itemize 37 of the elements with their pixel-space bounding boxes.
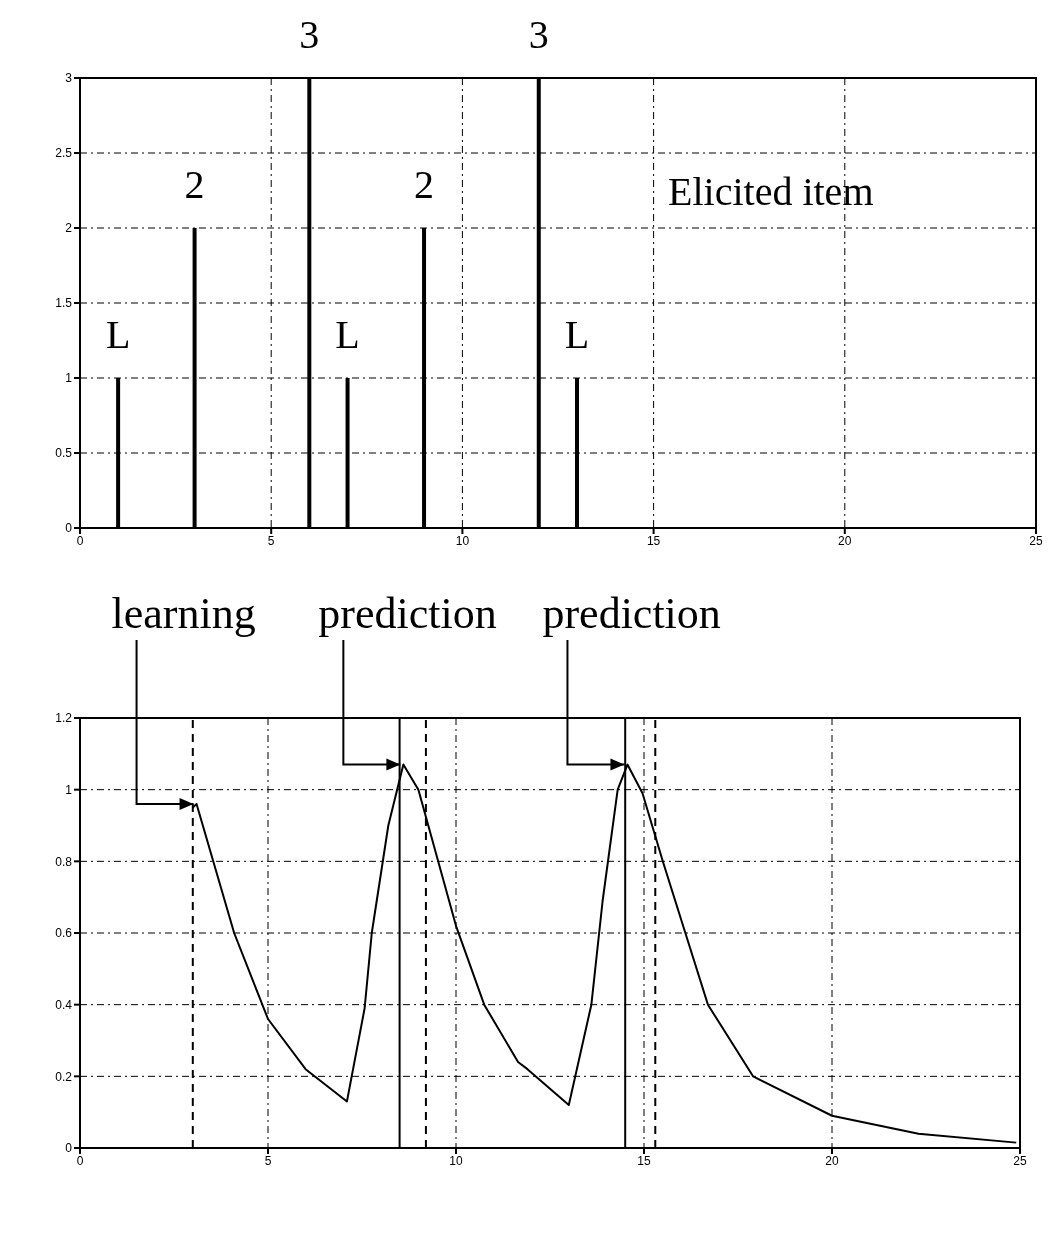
data-label: L [564, 312, 590, 357]
annotation: prediction [318, 589, 497, 638]
x-tick-label: 10 [449, 1153, 463, 1168]
x-tick-label: 15 [646, 533, 661, 548]
y-tick-label: 0.5 [55, 446, 73, 461]
y-tick-label: 0 [65, 1141, 73, 1156]
x-tick-label: 15 [637, 1153, 651, 1168]
y-tick-label: 2 [65, 221, 73, 236]
y-tick-label: 1.2 [55, 711, 73, 726]
x-tick-label: 20 [838, 533, 852, 548]
data-label: L [335, 312, 360, 357]
y-tick-label: 0.2 [55, 1069, 73, 1084]
annotation: prediction [542, 589, 721, 638]
x-tick-label: 10 [455, 533, 470, 548]
y-tick-label: 0 [65, 521, 73, 536]
x-tick-label: 0 [76, 1153, 84, 1168]
y-tick-label: 0.8 [55, 854, 73, 869]
data-label: L [105, 312, 131, 357]
y-tick-label: 1 [65, 782, 73, 797]
x-tick-label: 5 [264, 1153, 272, 1168]
y-tick-label: 3 [65, 71, 73, 86]
data-label: 2 [184, 162, 205, 207]
x-tick-label: 0 [76, 533, 84, 548]
y-tick-label: 1.5 [55, 296, 73, 311]
x-tick-label: 5 [267, 533, 275, 548]
data-label: 3 [528, 12, 549, 57]
annotation: learning [111, 589, 256, 638]
y-tick-label: 1 [65, 371, 73, 386]
x-tick-label: 20 [825, 1153, 839, 1168]
y-tick-label: 0.6 [55, 926, 73, 941]
x-tick-label: 25 [1013, 1153, 1027, 1168]
y-tick-label: 2.5 [55, 146, 73, 161]
annotation: Elicited item [668, 168, 874, 215]
y-tick-label: 0.4 [55, 997, 73, 1012]
x-tick-label: 25 [1029, 533, 1043, 548]
data-label: 2 [414, 162, 435, 207]
data-label: 3 [299, 12, 320, 57]
